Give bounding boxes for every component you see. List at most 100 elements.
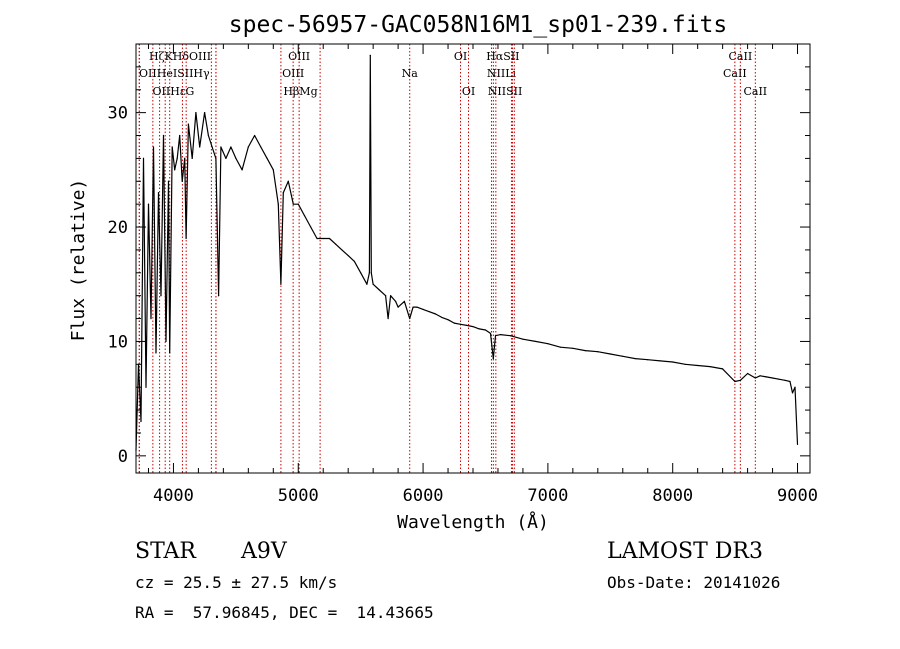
coordinates: RA = 57.96845, DEC = 14.43665 [135,603,434,622]
data-point-0-86 [499,333,502,336]
line-label-4: OIII [282,67,304,80]
data-point-0-106 [739,379,741,381]
data-point-0-107 [746,372,749,375]
data-point-0-96 [622,355,624,357]
x-tick-label-4000: 4000 [153,486,194,506]
data-point-0-92 [572,347,574,349]
line-label-2: OIIHεG [153,85,195,98]
data-point-0-26 [204,112,206,114]
data-point-0-83 [489,332,492,335]
data-point-0-43 [282,192,284,194]
data-point-0-9 [157,192,160,194]
object-subclass: A9V [241,539,287,564]
data-point-0-64 [387,317,389,320]
data-point-0-20 [184,157,186,159]
observation-date: Obs-Date: 20141026 [607,573,781,592]
data-point-0-91 [559,346,561,348]
data-point-0-2 [140,420,142,423]
data-point-0-37 [253,134,256,137]
data-point-0-46 [297,203,299,205]
data-point-0-82 [484,329,487,331]
data-point-0-110 [765,376,767,378]
data-point-0-103 [709,366,711,368]
data-point-0-27 [207,134,209,137]
data-point-0-34 [235,157,237,159]
data-point-0-111 [771,377,774,379]
line-label-10: NIILi [487,67,517,80]
y-tick-label-0: 0 [118,447,128,467]
data-point-0-90 [547,343,549,345]
line-label-12: CaII [729,50,753,63]
line-label-0: HζKHδOIII [149,50,211,63]
flux-series [135,54,799,451]
line-label-6: Na [402,67,419,80]
data-point-0-61 [372,283,374,285]
data-point-0-50 [322,237,324,240]
data-point-0-84 [492,358,494,360]
data-point-0-105 [734,380,736,383]
data-point-0-42 [280,283,282,285]
data-point-0-88 [522,338,524,340]
data-point-0-80 [472,325,474,328]
data-point-0-67 [397,306,399,308]
data-point-0-81 [478,328,480,330]
line-label-1: OIIHeISIIHγ [139,67,210,80]
object-class: STAR [135,539,196,564]
survey-name: LAMOST DR3 [607,539,763,564]
data-point-0-39 [266,157,268,159]
data-point-0-28 [211,146,213,148]
data-point-0-30 [218,295,220,297]
data-point-0-102 [697,364,699,367]
data-point-0-108 [754,377,756,379]
x-axis: 4000 5000 6000 7000 8000 9000 [147,44,818,506]
x-axis-label: Wavelength (Å) [397,511,549,533]
data-point-0-58 [368,272,371,274]
data-point-0-74 [434,313,437,315]
data-point-0-59 [369,54,371,57]
spectral-line-markers: HζKHδOIII OIIHeISIIHγ OIIHεG OIII OIII HβMg Na… [138,44,767,473]
data-point-0-10 [160,295,162,297]
data-point-0-85 [494,335,497,337]
data-point-0-95 [609,353,611,355]
data-point-0-71 [416,306,418,308]
data-point-0-51 [328,237,331,240]
data-point-0-60 [370,272,372,274]
line-label-11: NIISII [488,85,523,98]
data-point-0-109 [759,375,761,377]
data-point-0-3 [142,157,145,159]
line-label-13: CaII [723,67,747,80]
plot-frame [135,43,811,474]
line-label-14: CaII [743,85,767,98]
y-tick-label-10: 10 [108,332,128,352]
data-point-0-100 [672,361,674,363]
y-tick-label-20: 20 [108,218,128,238]
data-point-0-115 [791,392,794,394]
data-point-0-7 [152,146,155,148]
data-point-0-66 [395,300,397,302]
chart-title: spec-56957-GAC058N16M1_sp01-239.fits [229,12,728,38]
data-point-0-63 [385,295,387,297]
data-point-0-116 [794,386,796,388]
data-point-0-101 [684,363,686,365]
data-point-0-114 [789,380,791,383]
data-point-0-113 [784,379,786,381]
data-point-0-12 [165,340,167,343]
data-point-0-75 [441,316,443,319]
data-point-0-40 [272,169,274,171]
data-point-0-89 [534,340,537,343]
data-point-0-76 [447,319,449,321]
data-point-0-25 [199,146,201,148]
data-point-0-16 [174,169,176,171]
data-point-0-53 [341,249,343,251]
data-point-0-19 [181,180,183,182]
data-point-0-49 [316,237,318,240]
data-point-0-54 [347,255,349,257]
data-point-0-117 [796,443,799,445]
data-point-0-15 [171,146,173,148]
x-tick-label-8000: 8000 [652,486,693,506]
line-label-9: HαSII [486,50,519,63]
data-point-0-57 [366,283,368,285]
data-point-0-4 [145,386,147,388]
data-point-0-32 [225,157,227,159]
